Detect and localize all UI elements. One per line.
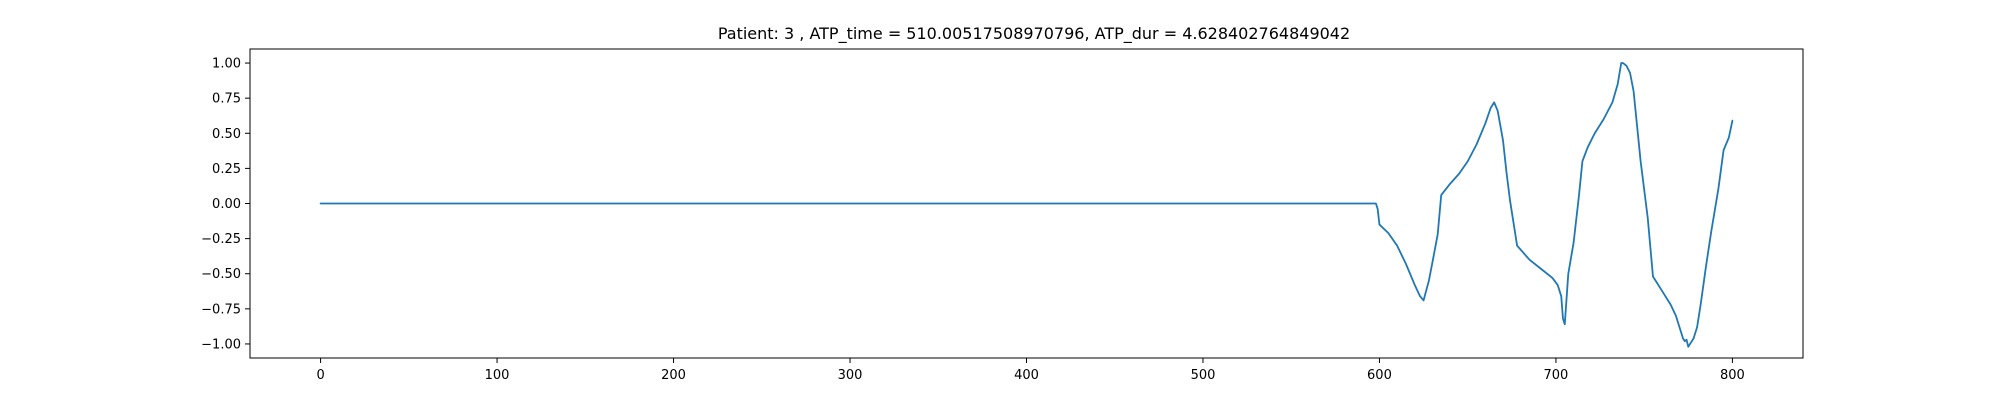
- x-tick-label: 200: [661, 368, 686, 383]
- x-tick-label: 0: [316, 368, 324, 383]
- y-tick-label: 1.00: [212, 57, 241, 72]
- y-tick-label: −0.50: [201, 267, 241, 282]
- y-tick-label: −1.00: [201, 337, 241, 352]
- y-tick-label: 0.00: [212, 197, 241, 212]
- axis-ticks: 0 100 200 300 400 500 600 700 800 −1.00 −0.75 −0.50…: [201, 57, 1745, 383]
- plot-area-frame: [249, 48, 1804, 359]
- y-tick-label: −0.75: [201, 302, 241, 317]
- x-tick-label: 600: [1367, 368, 1392, 383]
- x-tick-label: 500: [1191, 368, 1216, 383]
- x-tick-label: 800: [1720, 368, 1745, 383]
- x-tick-label: 400: [1014, 368, 1039, 383]
- x-tick-label: 300: [838, 368, 863, 383]
- x-tick-label: 100: [485, 368, 510, 383]
- x-tick-label: 700: [1544, 368, 1569, 383]
- y-tick-label: 0.50: [212, 127, 241, 142]
- series-layer: [319, 62, 1734, 348]
- chart-title: Patient: 3 , ATP_time = 510.005175089707…: [718, 24, 1350, 44]
- series-line-0: [319, 62, 1734, 348]
- y-tick-label: 0.75: [212, 92, 241, 107]
- y-tick-label: −0.25: [201, 232, 241, 247]
- y-tick-label: 0.25: [212, 162, 241, 177]
